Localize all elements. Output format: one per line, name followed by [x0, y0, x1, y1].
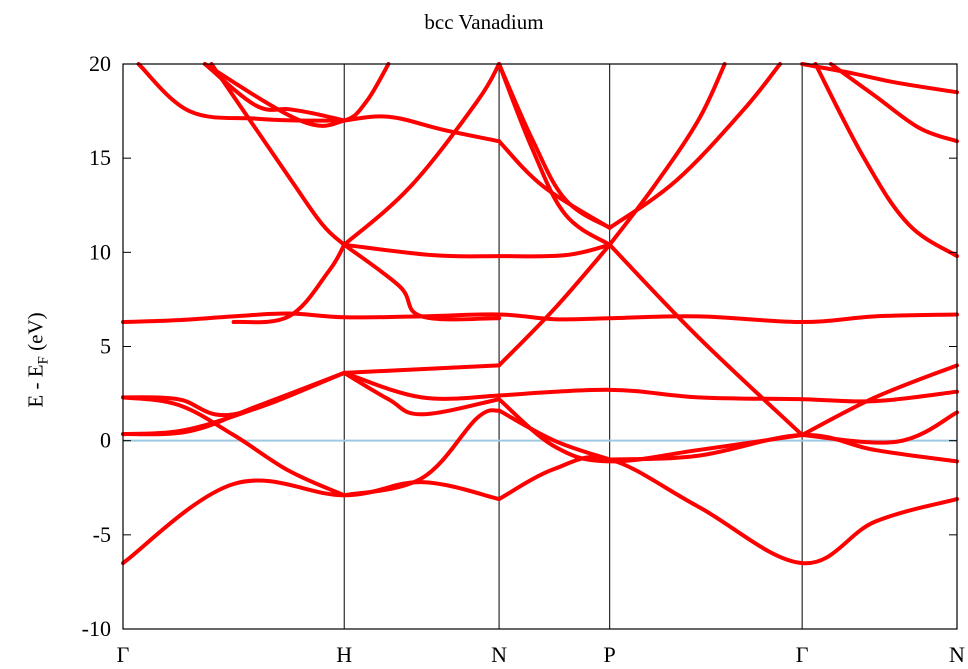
band-segment-1	[499, 457, 957, 563]
y-tick-label: -5	[93, 522, 111, 547]
band-segment-20	[344, 245, 609, 257]
x-tick-label: N	[949, 642, 965, 667]
band-segment-8	[499, 399, 802, 461]
y-tick-label: 0	[100, 428, 111, 453]
x-tick-label: Γ	[117, 642, 130, 667]
band-segment-10	[123, 373, 344, 434]
band-segment-16	[610, 245, 802, 435]
plot-frame	[123, 64, 957, 629]
band-segment-23	[344, 64, 499, 245]
y-tick-label: 20	[89, 51, 111, 76]
y-tick-label: -10	[82, 616, 111, 641]
band-segment-13	[123, 373, 344, 415]
x-tick-label: H	[336, 642, 352, 667]
band-segment-15	[499, 245, 610, 366]
band-segment-7	[344, 373, 499, 414]
band-segment-9	[802, 412, 957, 442]
grid-layer	[344, 64, 802, 629]
band-segment-25	[499, 64, 610, 228]
x-tick-label: P	[604, 642, 616, 667]
band-segment-26	[610, 64, 780, 228]
y-tick-label: 5	[100, 334, 111, 359]
band-segment-22	[211, 64, 344, 245]
band-segment-0	[123, 481, 499, 564]
band-segment-28	[344, 116, 499, 141]
x-tick-label: Γ	[796, 642, 809, 667]
band-segment-32	[815, 64, 957, 256]
y-tick-label: 15	[89, 145, 111, 170]
band-segment-4	[499, 411, 610, 460]
band-segment-18	[234, 245, 345, 322]
x-tick-label: N	[491, 642, 507, 667]
band-segment-2	[123, 397, 344, 495]
y-tick-label: 10	[89, 239, 111, 264]
band-segment-30	[205, 64, 344, 121]
band-segment-6	[123, 373, 344, 434]
band-segment-14	[344, 365, 499, 373]
bands-layer	[123, 64, 957, 563]
